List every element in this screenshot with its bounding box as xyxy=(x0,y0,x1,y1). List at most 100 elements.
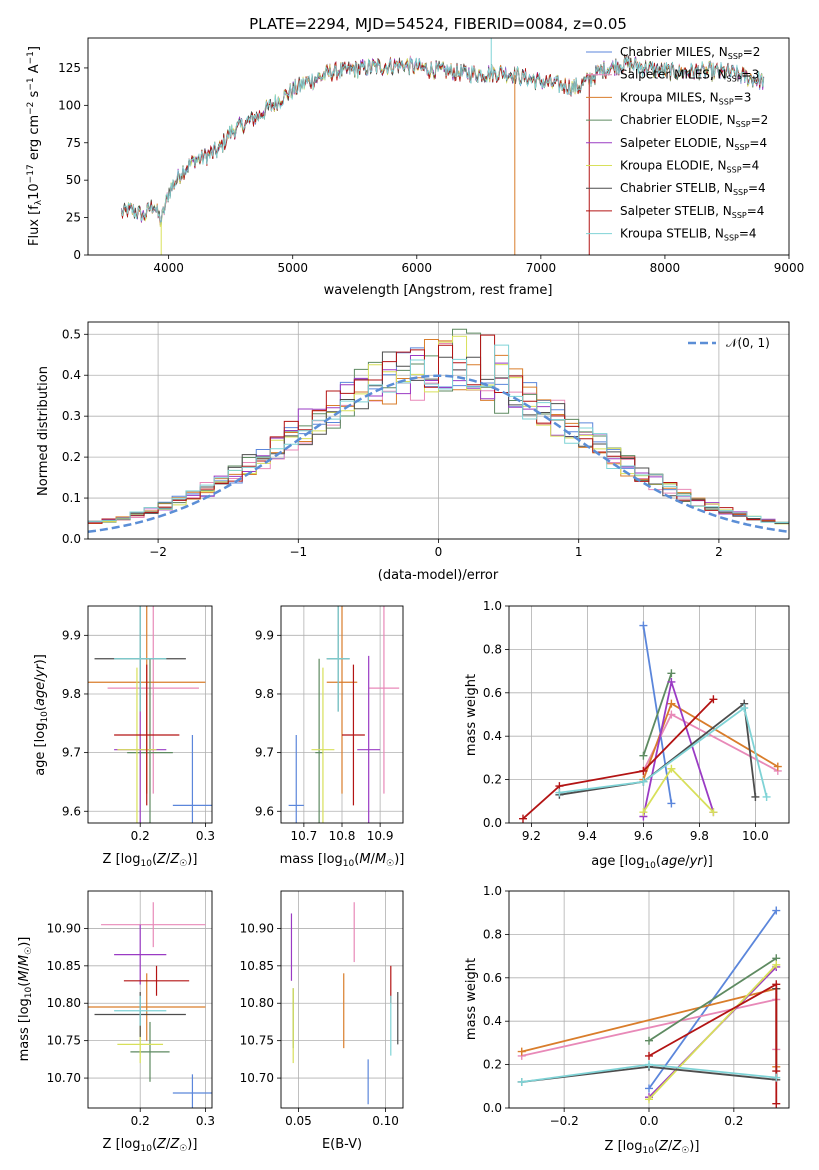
y-tick-label: 10.70 xyxy=(240,1071,274,1085)
data-layer xyxy=(290,902,399,1105)
y-tick-label: 0.0 xyxy=(62,532,81,546)
axes-frame xyxy=(87,605,213,824)
x-tick-label: 1 xyxy=(575,545,583,559)
series-marker xyxy=(667,764,676,773)
y-tick-label: 0.0 xyxy=(483,816,502,830)
legend-label: Kroupa ELODIE, NSSP=4 xyxy=(620,159,759,175)
ticks: −0.2 0.0 0.2 0.0 0.2 0.4 0.6 0.8 1.0 xyxy=(483,884,743,1128)
series-marker xyxy=(639,808,648,817)
spectrum-xlabel: wavelength [Angstrom, rest frame] xyxy=(324,283,553,298)
y-tick-label: 25 xyxy=(66,211,81,225)
x-tick-label: 4000 xyxy=(153,261,184,275)
series-marker xyxy=(667,710,676,719)
series-marker xyxy=(773,762,782,771)
y-tick-label: 0.8 xyxy=(483,642,502,656)
ticks: −2 −1 0 1 2 0.0 0.1 0.2 0.3 0.4 0.5 xyxy=(62,327,723,559)
mass-ebv-xlabel: E(B-V) xyxy=(322,1137,362,1152)
y-tick-label: 9.8 xyxy=(62,687,81,701)
data-layer xyxy=(88,902,212,1108)
spectrum-legend: Chabrier MILES, NSSP=2 Salpeter MILES, NS… xyxy=(586,45,768,243)
x-tick-label: 0.2 xyxy=(724,1114,743,1128)
mw-z-ylabel: mass weight xyxy=(464,958,479,1040)
series-marker xyxy=(772,960,781,969)
x-tick-label: 0.10 xyxy=(372,1114,399,1128)
mw-age-ylabel: mass weight xyxy=(464,674,479,756)
ticks: 9.2 9.4 9.6 9.8 10.0 0.0 0.2 0.4 0.6 0.8 1.0 xyxy=(483,599,769,843)
legend-label: Chabrier MILES, NSSP=2 xyxy=(620,45,760,61)
y-tick-label: 0.4 xyxy=(62,368,81,382)
series-line xyxy=(559,706,768,798)
y-tick-label: 0.1 xyxy=(62,491,81,505)
series-marker xyxy=(772,1099,781,1108)
series-marker xyxy=(667,677,676,686)
legend-label: Salpeter ELODIE, NSSP=4 xyxy=(620,136,767,152)
x-tick-label: −1 xyxy=(289,545,307,559)
ticks: 0.2 0.3 9.6 9.7 9.8 9.9 xyxy=(62,628,215,843)
spectrum-panel: 4000 5000 6000 7000 8000 9000 0 25 50 75 100 125 wa… xyxy=(26,37,805,298)
series-marker xyxy=(519,814,527,823)
spectrum-ylabel: Flux [fλ10−17 erg cm−2 s−1 A−1] xyxy=(26,46,44,246)
series-marker xyxy=(639,777,648,786)
legend-label: Chabrier ELODIE, NSSP=2 xyxy=(620,113,768,129)
x-tick-label: 0.3 xyxy=(196,829,215,843)
axes-frame xyxy=(280,605,404,824)
y-tick-label: 9.7 xyxy=(255,746,274,760)
series-marker xyxy=(772,906,781,915)
x-tick-label: 9.4 xyxy=(578,829,597,843)
y-tick-label: 10.80 xyxy=(47,996,81,1010)
y-tick-label: 9.9 xyxy=(255,628,274,642)
y-tick-label: 1.0 xyxy=(483,884,502,898)
y-tick-label: 10.85 xyxy=(240,959,274,973)
data-layer xyxy=(288,606,400,823)
age-vs-mass-panel: 10.7 10.8 10.9 9.6 9.7 9.8 9.9 mass [log10(M/M… xyxy=(255,605,405,869)
y-tick-label: 1.0 xyxy=(483,599,502,613)
mass-vs-metallicity-panel: 0.2 0.3 10.70 10.75 10.80 10.85 10.90 Z [log10… xyxy=(17,890,215,1154)
y-tick-label: 9.7 xyxy=(62,746,81,760)
y-tick-label: 0.3 xyxy=(62,409,81,423)
x-tick-label: 0 xyxy=(435,545,443,559)
x-tick-label: 10.0 xyxy=(742,829,769,843)
y-tick-label: 10.90 xyxy=(47,921,81,935)
x-tick-label: −0.2 xyxy=(550,1114,579,1128)
series-marker xyxy=(762,792,771,801)
y-tick-label: 0.5 xyxy=(62,327,81,341)
legend-label: 𝒩(0, 1) xyxy=(726,336,770,350)
y-tick-label: 10.75 xyxy=(47,1034,81,1048)
histogram-series xyxy=(88,344,789,539)
series-marker xyxy=(639,621,648,630)
x-tick-label: 9000 xyxy=(774,261,805,275)
series-marker xyxy=(772,980,781,989)
y-tick-label: 0.2 xyxy=(483,773,502,787)
histogram-legend: 𝒩(0, 1) xyxy=(688,336,770,350)
series-line xyxy=(642,673,673,756)
figure-title: PLATE=2294, MJD=54524, FIBERID=0084, z=0… xyxy=(249,15,627,33)
series-line xyxy=(559,701,757,798)
age-mass-xlabel: mass [log10(M/M☉)] xyxy=(280,852,405,869)
residual-histogram-panel: −2 −1 0 1 2 0.0 0.1 0.2 0.3 0.4 0.5 (data-model)/e… xyxy=(36,321,790,583)
mass-z-xlabel: Z [log10(Z/Z☉)] xyxy=(103,1137,198,1154)
legend-label: Salpeter MILES, NSSP=3 xyxy=(620,68,759,84)
axes-frame xyxy=(87,37,790,256)
mass-vs-extinction-panel: 0.05 0.10 10.70 10.75 10.80 10.85 10.90 E(B-V) xyxy=(240,890,404,1152)
y-tick-label: 50 xyxy=(66,173,81,187)
y-tick-label: 10.80 xyxy=(240,996,274,1010)
legend-label: Chabrier STELIB, NSSP=4 xyxy=(620,181,766,197)
series-line xyxy=(648,982,778,1104)
legend-label: Salpeter STELIB, NSSP=4 xyxy=(620,204,764,220)
x-tick-label: 10.7 xyxy=(291,829,318,843)
axes-frame xyxy=(87,321,790,540)
series-marker xyxy=(645,1060,653,1069)
mw-z-xlabel: Z [log10(Z/Z☉)] xyxy=(605,1139,700,1156)
histogram-ylabel: Normed distribution xyxy=(36,366,51,496)
histogram-xlabel: (data-model)/error xyxy=(378,568,499,583)
series-line xyxy=(648,957,777,1042)
y-tick-label: 75 xyxy=(66,136,81,150)
series-marker xyxy=(645,1084,653,1093)
series-marker xyxy=(709,808,718,817)
data-layer xyxy=(88,606,212,823)
y-tick-label: 0.2 xyxy=(483,1058,502,1072)
x-tick-label: 0.05 xyxy=(285,1114,312,1128)
y-tick-label: 9.9 xyxy=(62,628,81,642)
series-marker xyxy=(709,695,718,704)
y-tick-label: 10.85 xyxy=(47,959,81,973)
